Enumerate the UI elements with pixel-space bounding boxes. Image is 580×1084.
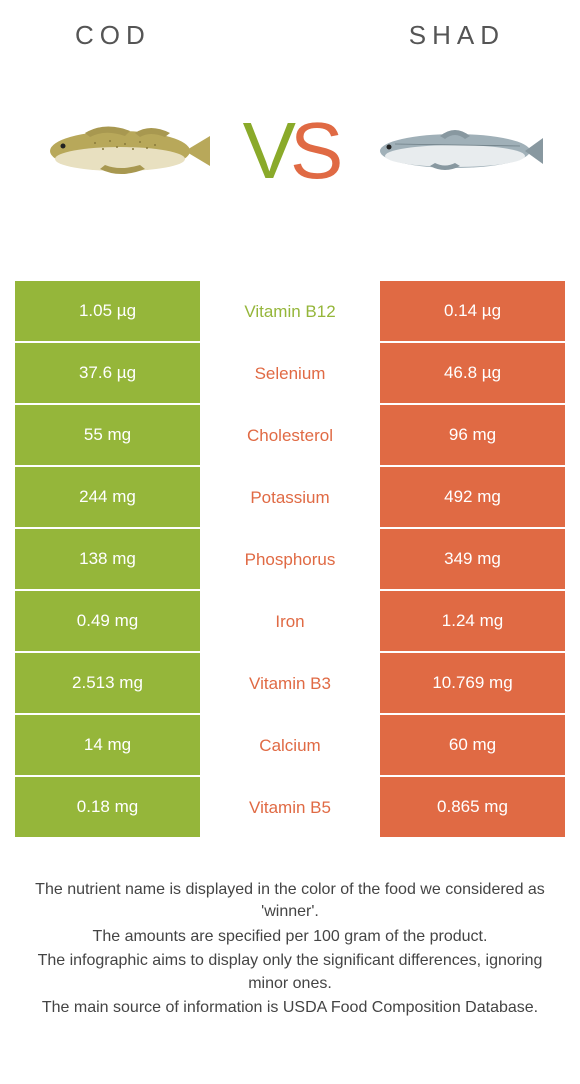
footnote-line: The nutrient name is displayed in the co… — [25, 879, 555, 924]
table-row: 2.513 mgVitamin B310.769 mg — [15, 653, 565, 715]
table-row: 0.18 mgVitamin B50.865 mg — [15, 777, 565, 839]
value-left: 0.18 mg — [15, 777, 200, 839]
header-row: COD SHAD — [15, 20, 565, 51]
nutrient-name: Vitamin B12 — [200, 281, 380, 343]
vs-v: V — [243, 106, 290, 195]
table-row: 14 mgCalcium60 mg — [15, 715, 565, 777]
nutrient-table: 1.05 µgVitamin B120.14 µg37.6 µgSelenium… — [15, 281, 565, 839]
value-right: 96 mg — [380, 405, 565, 467]
table-row: 37.6 µgSelenium46.8 µg — [15, 343, 565, 405]
nutrient-name: Selenium — [200, 343, 380, 405]
infographic-container: COD SHAD VS — [0, 0, 580, 1041]
value-right: 0.14 µg — [380, 281, 565, 343]
nutrient-name: Calcium — [200, 715, 380, 777]
table-row: 138 mgPhosphorus349 mg — [15, 529, 565, 591]
title-right: SHAD — [409, 20, 505, 51]
table-row: 244 mgPotassium492 mg — [15, 467, 565, 529]
value-right: 10.769 mg — [380, 653, 565, 715]
nutrient-name: Cholesterol — [200, 405, 380, 467]
footnote-line: The infographic aims to display only the… — [25, 950, 555, 995]
table-row: 1.05 µgVitamin B120.14 µg — [15, 281, 565, 343]
footnotes: The nutrient name is displayed in the co… — [15, 879, 565, 1019]
footnote-line: The amounts are specified per 100 gram o… — [25, 926, 555, 948]
images-row: VS — [15, 71, 565, 231]
nutrient-name: Vitamin B5 — [200, 777, 380, 839]
value-left: 2.513 mg — [15, 653, 200, 715]
value-left: 37.6 µg — [15, 343, 200, 405]
value-left: 244 mg — [15, 467, 200, 529]
value-right: 0.865 mg — [380, 777, 565, 839]
nutrient-name: Phosphorus — [200, 529, 380, 591]
value-left: 55 mg — [15, 405, 200, 467]
value-right: 349 mg — [380, 529, 565, 591]
footnote-line: The main source of information is USDA F… — [25, 997, 555, 1019]
value-right: 492 mg — [380, 467, 565, 529]
nutrient-name: Iron — [200, 591, 380, 653]
value-left: 138 mg — [15, 529, 200, 591]
value-right: 1.24 mg — [380, 591, 565, 653]
value-left: 0.49 mg — [15, 591, 200, 653]
value-right: 60 mg — [380, 715, 565, 777]
shad-image — [365, 116, 545, 186]
table-row: 0.49 mgIron1.24 mg — [15, 591, 565, 653]
value-right: 46.8 µg — [380, 343, 565, 405]
value-left: 1.05 µg — [15, 281, 200, 343]
value-left: 14 mg — [15, 715, 200, 777]
vs-label: VS — [243, 105, 338, 197]
vs-s: S — [290, 106, 337, 195]
table-row: 55 mgCholesterol96 mg — [15, 405, 565, 467]
nutrient-name: Potassium — [200, 467, 380, 529]
nutrient-name: Vitamin B3 — [200, 653, 380, 715]
title-left: COD — [75, 20, 151, 51]
cod-image — [35, 111, 215, 191]
